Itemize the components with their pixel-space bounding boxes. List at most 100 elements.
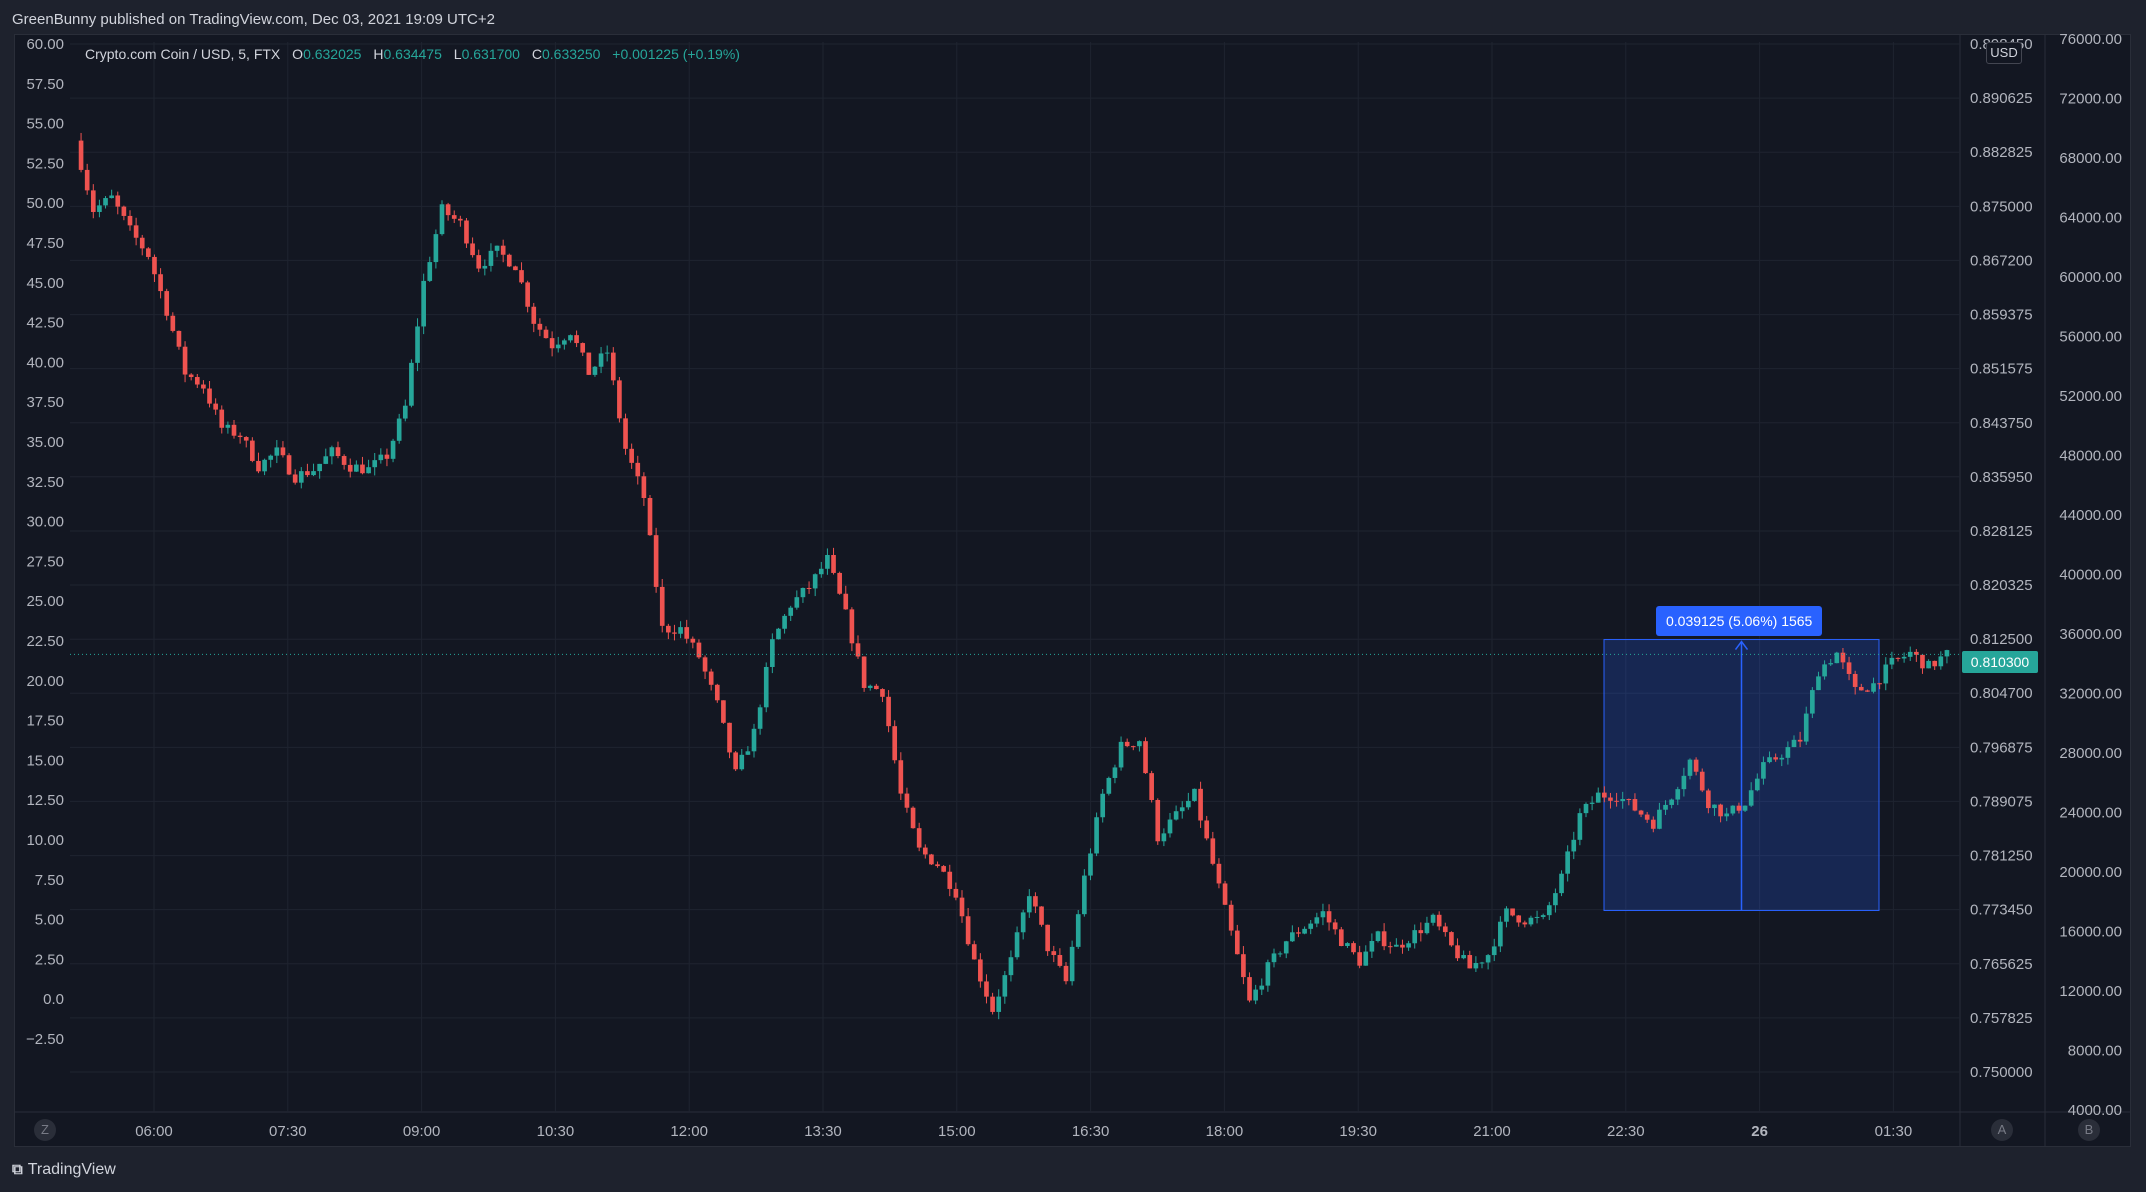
candle-body [1626, 799, 1632, 801]
price-tick-label: 0.796875 [1970, 739, 2033, 756]
candle-body [702, 657, 708, 672]
candle-body [182, 346, 188, 375]
candle-body [170, 315, 176, 331]
candle-body [653, 535, 659, 587]
candle-body [1381, 931, 1387, 947]
candle-body [1082, 875, 1087, 915]
candle-body [286, 455, 292, 475]
candle-body [1338, 929, 1344, 947]
currency-badge[interactable]: USD [1986, 42, 2022, 64]
volume-axis-tick-label: 76000.00 [2059, 31, 2122, 48]
auto-scale-button[interactable]: A [1991, 1119, 2013, 1141]
candle-body [280, 447, 286, 456]
candle-body [1889, 657, 1895, 665]
candle-body [1761, 762, 1766, 779]
candle-body [1712, 804, 1717, 809]
left-axis-tick-label: 12.50 [26, 792, 64, 809]
candle-body [1112, 767, 1118, 778]
candle-body [1296, 932, 1301, 934]
candle-body [103, 198, 108, 206]
candle-body [1406, 943, 1411, 948]
candle-body [1130, 746, 1136, 748]
candle-body [1742, 805, 1748, 811]
symbol-name[interactable]: Crypto.com Coin / USD, 5, FTX [85, 46, 281, 62]
candle-body [1124, 741, 1130, 747]
footer-brand[interactable]: ⧉ TradingView [12, 1157, 116, 1183]
candle-body [1461, 955, 1466, 959]
candle-body [1222, 883, 1228, 905]
left-axis-tick-label: 10.00 [26, 832, 64, 849]
volume-axis-tick-label: 24000.00 [2059, 805, 2122, 822]
measure-tool-label[interactable]: 0.039125 (5.06%) 1565 [1656, 606, 1823, 636]
candle-body [1259, 985, 1265, 990]
volume-axis-tick-label: 44000.00 [2059, 507, 2122, 524]
volume-axis-tick-label: 32000.00 [2059, 686, 2122, 703]
candle-body [1883, 664, 1889, 684]
candle-body [1088, 853, 1093, 876]
candle-body [971, 944, 977, 960]
candle-body [1008, 957, 1014, 976]
candle-body [1583, 803, 1589, 814]
candle-body [97, 205, 102, 212]
candle-body [1137, 741, 1142, 747]
candle-body [1247, 977, 1252, 1001]
candle-body [1938, 656, 1944, 667]
candle-body [127, 215, 133, 226]
candle-body [770, 639, 775, 667]
candle-body [1791, 739, 1797, 748]
candle-body [506, 254, 512, 267]
candle-body [1932, 660, 1938, 667]
candle-body [84, 169, 90, 191]
candle-body [1228, 904, 1234, 931]
time-tick-label: 10:30 [537, 1123, 575, 1140]
tradingview-logo-icon: ⧉ [12, 1161, 23, 1178]
candle-body [1608, 797, 1613, 801]
candle-body [745, 751, 751, 755]
candle-body [146, 248, 151, 257]
close-value: 0.633250 [542, 46, 601, 62]
candle-body [390, 440, 396, 459]
candle-body [451, 215, 457, 219]
candle-body [176, 330, 182, 347]
price-tick-label: 0.781250 [1970, 848, 2033, 865]
candle-body [562, 340, 567, 345]
candle-body [458, 218, 463, 221]
volume-axis-tick-label: 52000.00 [2059, 388, 2122, 405]
candle-body [1069, 946, 1075, 982]
candle-body [1559, 873, 1564, 894]
candle-body [1020, 912, 1026, 933]
candle-body [1669, 799, 1674, 805]
candle-body [158, 274, 163, 292]
volume-axis-tick-label: 72000.00 [2059, 91, 2122, 108]
zoom-reset-button[interactable]: Z [34, 1119, 56, 1141]
candle-body [1332, 922, 1338, 930]
brand-name: TradingView [27, 1161, 116, 1178]
candle-body [788, 607, 794, 616]
candle-body [421, 280, 426, 327]
candle-body [1351, 943, 1356, 953]
candle-body [898, 760, 904, 794]
candle-body [1895, 657, 1901, 659]
candle-body [892, 726, 898, 761]
volume-scale-button[interactable]: B [2078, 1119, 2100, 1141]
candle-body [1571, 839, 1577, 852]
candle-body [904, 793, 910, 808]
candle-body [433, 234, 439, 263]
candle-body [219, 409, 225, 428]
candle-body [1357, 952, 1362, 966]
candle-body [1039, 906, 1044, 925]
volume-axis-tick-label: 36000.00 [2059, 626, 2122, 643]
time-tick-label: 13:30 [804, 1123, 842, 1140]
candle-body [1277, 953, 1283, 955]
candle-body [415, 326, 420, 363]
candle-body [1436, 914, 1442, 927]
candle-body [1075, 914, 1081, 947]
candle-body [262, 459, 267, 472]
left-axis-tick-label: 2.50 [35, 951, 64, 968]
candle-body [360, 464, 365, 474]
candle-body [372, 460, 378, 468]
candle-body [384, 454, 390, 459]
candle-body [1430, 914, 1436, 923]
candle-body [696, 642, 702, 658]
